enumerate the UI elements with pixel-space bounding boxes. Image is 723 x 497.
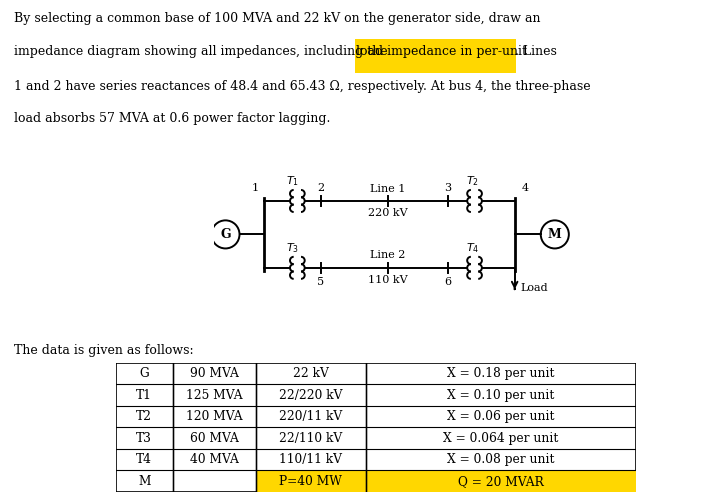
Text: G: G <box>140 367 149 380</box>
Text: Q = 20 MVAR: Q = 20 MVAR <box>458 475 544 488</box>
Text: 4: 4 <box>521 182 529 193</box>
Text: $T_1$: $T_1$ <box>286 174 299 188</box>
Text: $T_2$: $T_2$ <box>466 174 479 188</box>
Text: X = 0.18 per unit: X = 0.18 per unit <box>447 367 555 380</box>
Bar <box>366 471 636 492</box>
Text: 5: 5 <box>317 277 325 287</box>
Text: Load: Load <box>521 283 548 293</box>
Text: T3: T3 <box>137 432 153 445</box>
Text: load impedance in per-unit: load impedance in per-unit <box>356 45 527 58</box>
Text: 120 MVA: 120 MVA <box>187 410 243 423</box>
Text: . Lines: . Lines <box>515 45 557 58</box>
Text: M: M <box>548 228 562 241</box>
Text: G: G <box>220 228 231 241</box>
Text: 22/220 kV: 22/220 kV <box>279 389 343 402</box>
Text: impedance diagram showing all impedances, including the: impedance diagram showing all impedances… <box>14 45 392 58</box>
Text: The data is given as follows:: The data is given as follows: <box>14 344 194 357</box>
Text: X = 0.064 per unit: X = 0.064 per unit <box>443 432 559 445</box>
Text: T1: T1 <box>137 389 153 402</box>
Text: 220/11 kV: 220/11 kV <box>279 410 343 423</box>
Text: M: M <box>138 475 150 488</box>
Text: T2: T2 <box>137 410 153 423</box>
Text: $T_4$: $T_4$ <box>466 242 479 255</box>
Text: 220 kV: 220 kV <box>368 208 408 218</box>
Text: 1: 1 <box>252 182 259 193</box>
Text: $T_3$: $T_3$ <box>286 242 299 255</box>
Text: X = 0.10 per unit: X = 0.10 per unit <box>448 389 555 402</box>
Text: 125 MVA: 125 MVA <box>187 389 243 402</box>
Text: load absorbs 57 MVA at 0.6 power factor lagging.: load absorbs 57 MVA at 0.6 power factor … <box>14 112 331 125</box>
Text: 22 kV: 22 kV <box>293 367 329 380</box>
Text: 110/11 kV: 110/11 kV <box>279 453 343 466</box>
Text: 6: 6 <box>444 277 451 287</box>
Text: X = 0.06 per unit: X = 0.06 per unit <box>447 410 555 423</box>
Text: 1 and 2 have series reactances of 48.4 and 65.43 Ω, respectively. At bus 4, the : 1 and 2 have series reactances of 48.4 a… <box>14 80 591 93</box>
Text: Line 1: Line 1 <box>370 183 406 194</box>
Text: P=40 MW: P=40 MW <box>280 475 342 488</box>
Text: Line 2: Line 2 <box>370 250 406 260</box>
Text: 2: 2 <box>317 182 325 193</box>
Text: 40 MVA: 40 MVA <box>190 453 239 466</box>
Text: T4: T4 <box>137 453 153 466</box>
Text: 3: 3 <box>444 182 451 193</box>
Text: 60 MVA: 60 MVA <box>190 432 239 445</box>
Text: 22/110 kV: 22/110 kV <box>279 432 343 445</box>
Text: X = 0.08 per unit: X = 0.08 per unit <box>447 453 555 466</box>
Text: By selecting a common base of 100 MVA and 22 kV on the generator side, draw an: By selecting a common base of 100 MVA an… <box>14 11 541 25</box>
Text: 110 kV: 110 kV <box>368 275 408 285</box>
Bar <box>256 471 366 492</box>
Bar <box>355 39 516 74</box>
Text: 90 MVA: 90 MVA <box>190 367 239 380</box>
